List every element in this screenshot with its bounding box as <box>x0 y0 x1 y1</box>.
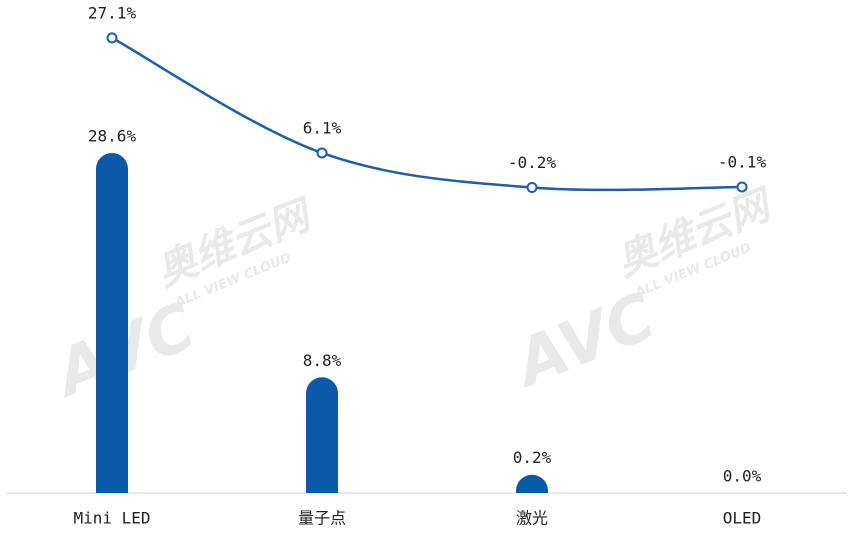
watermark-left: AVC 奥维云网 ALL VIEW CLOUD <box>42 191 322 414</box>
bar-value-label: 0.0% <box>723 467 762 486</box>
bar-value-label: 0.2% <box>513 448 552 467</box>
x-tick-label: Mini LED <box>73 509 150 528</box>
line-value-label: -0.2% <box>508 153 557 172</box>
line-marker <box>106 32 118 44</box>
line-value-label: -0.1% <box>718 152 767 171</box>
line-marker <box>526 181 538 193</box>
x-tick-label: 激光 <box>516 509 548 528</box>
line-value-label: 6.1% <box>303 118 342 137</box>
x-tick-label: OLED <box>723 509 762 528</box>
x-tick-label: 量子点 <box>298 509 346 528</box>
bar <box>516 474 548 493</box>
line-value-label: 27.1% <box>88 3 137 22</box>
bar-value-label: 28.6% <box>88 126 137 145</box>
line-marker <box>316 147 328 159</box>
bar <box>96 152 128 493</box>
bar <box>306 377 338 493</box>
line <box>111 36 743 192</box>
line-marker <box>736 181 748 193</box>
bar-value-label: 8.8% <box>303 351 342 370</box>
watermark-right: AVC 奥维云网 ALL VIEW CLOUD <box>502 181 782 404</box>
